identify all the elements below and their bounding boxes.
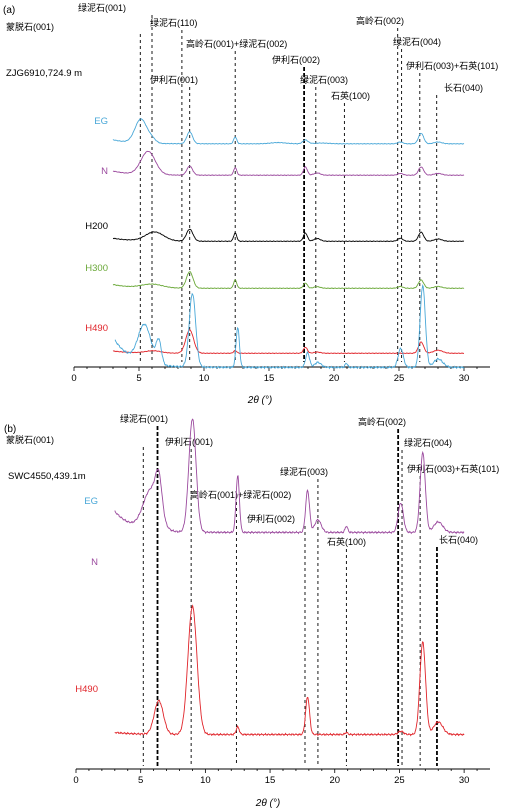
a-x-tick-label-30: 30 [459, 373, 470, 384]
b-ref-label-5: 绿泥石(003) [280, 466, 328, 477]
b-series-label-EG: EG [84, 496, 98, 507]
b-series-H490 [114, 604, 465, 737]
b-series-label-N: N [91, 557, 98, 568]
a-ref-label-7: 石英(100) [331, 90, 370, 101]
a-ref-label-11: 长石(040) [444, 82, 483, 93]
b-x-tick-label-5: 5 [138, 775, 143, 786]
b-ref-label-9: 伊利石(003)+石英(101) [407, 463, 499, 474]
panel-b-label: (b) [4, 424, 16, 435]
b-ref-label-0: 蒙脱石(001) [6, 434, 54, 445]
b-x-tick-label-25: 25 [394, 775, 405, 786]
a-series-label-N: N [101, 166, 108, 177]
a-series-label-EG: EG [94, 116, 108, 127]
b-x-tick-label-30: 30 [459, 775, 470, 786]
panel-b-sample: SWC4550,439.1m [8, 471, 86, 482]
panel-a-reference-labels: 蒙脱石(001) 绿泥石(001) 绿泥石(110) 伊利石(001) 高岭石(001)… [6, 2, 498, 101]
a-series-label-H300: H300 [85, 263, 108, 274]
b-series-label-H490: H490 [75, 684, 98, 695]
b-x-tick-label-20: 20 [329, 775, 340, 786]
b-ref-label-7: 高岭石(002) [358, 416, 406, 427]
panel-a-series [112, 118, 465, 355]
a-x-tick-label-15: 15 [264, 373, 275, 384]
a-series-N [112, 150, 465, 177]
a-series-label-H200: H200 [85, 221, 108, 232]
a-ref-label-6: 绿泥石(003) [300, 74, 348, 85]
a-series-H490 [112, 329, 465, 355]
panel-a-x-axis-label: 2θ (°) [247, 395, 272, 406]
a-series-H300 [112, 271, 465, 290]
a-x-tick-label-10: 10 [199, 373, 210, 384]
b-ref-label-1: 绿泥石(001) [120, 413, 168, 424]
b-ref-label-8: 绿泥石(004) [404, 437, 452, 448]
a-x-tick-label-0: 0 [71, 373, 76, 384]
a-series-label-H490: H490 [85, 323, 108, 334]
panel-a-x-axis: 0 5 10 15 20 25 30 [71, 366, 490, 384]
panel-b-x-axis-label: 2θ (°) [255, 798, 280, 809]
a-ref-label-10: 伊利石(003)+石英(101) [406, 60, 498, 71]
panel-b: (b) SWC4550,439.1m 蒙脱石(001) 绿泥石(001) 伊利石(0… [4, 283, 499, 809]
b-series-N [114, 418, 465, 535]
a-series-EG [112, 118, 465, 145]
panel-b-series-labels: EG N H490 [75, 496, 98, 695]
panel-b-reference-labels: 蒙脱石(001) 绿泥石(001) 伊利石(001) 高岭石(001)+绿泥石(002… [6, 413, 499, 547]
panel-b-x-axis: 0 5 10 15 20 25 30 [73, 768, 490, 786]
b-ref-label-6: 石英(100) [327, 536, 366, 547]
a-x-tick-label-20: 20 [329, 373, 340, 384]
b-ref-label-3: 高岭石(001)+绿泥石(002) [190, 489, 291, 500]
a-ref-label-3: 伊利石(001) [150, 74, 198, 85]
b-x-tick-label-10: 10 [200, 775, 211, 786]
b-series-EG [114, 283, 465, 370]
b-ref-label-2: 伊利石(001) [165, 436, 213, 447]
b-x-tick-label-15: 15 [265, 775, 276, 786]
panel-b-series [114, 283, 465, 737]
a-x-tick-label-5: 5 [136, 373, 141, 384]
b-ref-label-10: 长石(040) [439, 534, 478, 545]
panel-b-reference-lines [142, 426, 438, 766]
a-ref-label-5: 伊利石(002) [272, 54, 320, 65]
panel-a-reference-lines [139, 15, 438, 362]
a-ref-label-0: 蒙脱石(001) [6, 21, 54, 32]
panel-a-sample: ZJG6910,724.9 m [6, 68, 82, 79]
a-ref-label-2: 绿泥石(110) [150, 17, 197, 28]
panel-a-label: (a) [3, 5, 15, 16]
a-ref-label-4: 高岭石(001)+绿泥石(002) [186, 38, 287, 49]
b-x-tick-label-0: 0 [73, 775, 78, 786]
b-ref-label-4: 伊利石(002) [247, 513, 295, 524]
panel-a-series-labels: EG N H200 H300 H490 [85, 116, 108, 334]
panel-a: (a) ZJG6910,724.9 m 蒙脱石(001) 绿泥石(001) 绿泥石(… [3, 2, 498, 406]
a-ref-label-1: 绿泥石(001) [78, 2, 126, 13]
a-ref-label-8: 高岭石(002) [356, 15, 404, 26]
a-series-H200 [112, 228, 465, 243]
a-x-tick-label-25: 25 [394, 373, 405, 384]
a-ref-label-9: 绿泥石(004) [393, 36, 441, 47]
